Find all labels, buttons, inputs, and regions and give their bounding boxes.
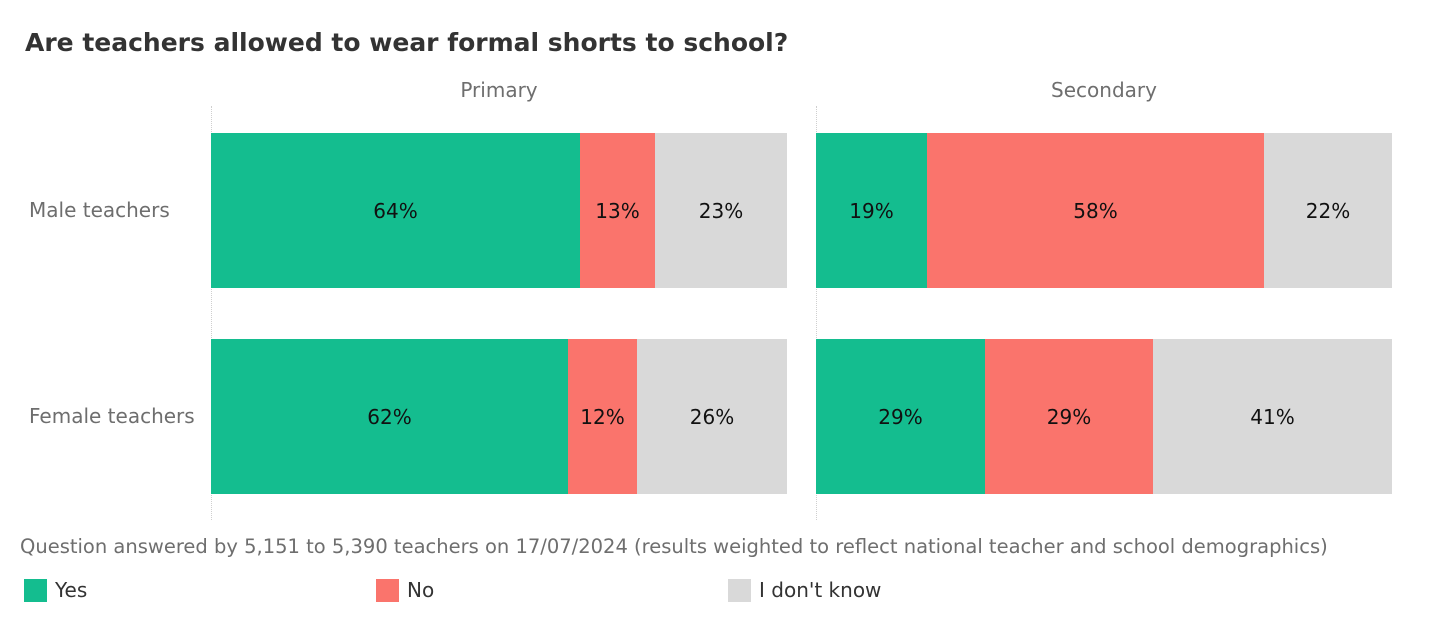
panel-axis-primary bbox=[211, 106, 212, 520]
bar-segment-i-don-t-know: 41% bbox=[1153, 339, 1392, 494]
data-label: 26% bbox=[689, 404, 735, 429]
data-label: 62% bbox=[367, 404, 412, 429]
chart-title: Are teachers allowed to wear formal shor… bbox=[25, 28, 789, 57]
bar-segment-no: 12% bbox=[568, 339, 637, 494]
legend-item-i-don-t-know: I don't know bbox=[728, 577, 881, 603]
bar-segment-no: 29% bbox=[985, 339, 1153, 494]
data-label: 29% bbox=[878, 404, 923, 429]
panel-axis-secondary bbox=[816, 106, 817, 520]
legend-label: I don't know bbox=[759, 578, 882, 602]
bar-segment-i-don-t-know: 26% bbox=[637, 339, 787, 494]
chart-legend: Yes No I don't know bbox=[0, 577, 1440, 603]
data-label: 23% bbox=[698, 198, 744, 223]
data-label: 19% bbox=[849, 198, 894, 223]
bar-segment-yes: 29% bbox=[816, 339, 985, 494]
legend-swatch bbox=[728, 578, 751, 602]
data-label: 58% bbox=[1073, 198, 1118, 223]
panel-title-primary: Primary bbox=[460, 78, 538, 102]
bar-segment-no: 13% bbox=[580, 133, 655, 288]
stacked-bar-primary-male-teachers: 64% 13% 23% bbox=[211, 133, 787, 288]
bar-segment-yes: 62% bbox=[211, 339, 568, 494]
data-label: 22% bbox=[1305, 198, 1351, 223]
chart-footnote: Question answered by 5,151 to 5,390 teac… bbox=[20, 535, 1328, 558]
data-label: 64% bbox=[373, 198, 418, 223]
category-label-male-teachers: Male teachers bbox=[29, 198, 170, 222]
stacked-bar-primary-female-teachers: 62% 12% 26% bbox=[211, 339, 787, 494]
legend-swatch bbox=[24, 578, 47, 602]
data-label: 41% bbox=[1250, 404, 1295, 429]
data-label: 12% bbox=[580, 404, 625, 429]
legend-swatch bbox=[376, 578, 399, 602]
legend-label: No bbox=[407, 578, 435, 602]
bar-segment-i-don-t-know: 23% bbox=[655, 133, 787, 288]
bar-segment-no: 58% bbox=[927, 133, 1264, 288]
legend-label: Yes bbox=[55, 578, 88, 602]
bar-segment-i-don-t-know: 22% bbox=[1264, 133, 1392, 288]
stacked-bar-secondary-female-teachers: 29% 29% 41% bbox=[816, 339, 1392, 494]
legend-item-yes: Yes bbox=[24, 577, 87, 603]
data-label: 29% bbox=[1046, 404, 1092, 429]
stacked-bar-secondary-male-teachers: 19% 58% 22% bbox=[816, 133, 1392, 288]
panel-title-secondary: Secondary bbox=[1051, 78, 1157, 102]
bar-segment-yes: 64% bbox=[211, 133, 580, 288]
legend-item-no: No bbox=[376, 577, 434, 603]
data-label: 13% bbox=[595, 198, 640, 223]
category-label-female-teachers: Female teachers bbox=[29, 404, 195, 428]
bar-segment-yes: 19% bbox=[816, 133, 927, 288]
